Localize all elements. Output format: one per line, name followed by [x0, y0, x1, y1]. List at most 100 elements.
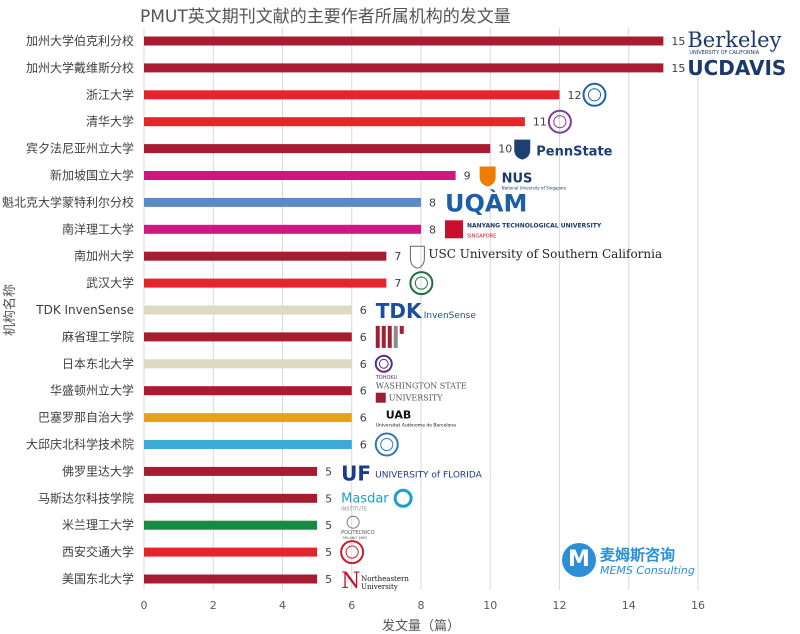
value-label: 5: [325, 492, 332, 505]
x-axis-label: 发文量（篇）: [382, 618, 460, 634]
institution-logo: [340, 540, 365, 565]
x-tick-labels: 0 2 4 6 8 10 12 14 16: [141, 599, 706, 612]
ntu-crest-icon: [445, 220, 463, 239]
shield-icon: [514, 139, 531, 160]
usc-seal-icon: [409, 245, 425, 269]
seal-icon: [374, 432, 399, 457]
bar: [144, 547, 318, 557]
category-label: 麻省理工学院: [62, 329, 134, 344]
value-label: 8: [429, 196, 436, 209]
category-label: 浙江大学: [86, 87, 134, 102]
logo-text: NANYANG TECHNOLOGICAL UNIVERSITY: [467, 222, 602, 229]
value-label: 7: [394, 250, 401, 263]
x-tick-label: 6: [348, 599, 355, 612]
institution-logo: UCDAVIS: [687, 56, 786, 80]
bar: [144, 90, 560, 100]
x-tick-label: 10: [483, 599, 497, 612]
logo-text: Berkeley: [687, 28, 781, 52]
seal-icon: [409, 271, 434, 296]
x-tick-label: 16: [691, 599, 705, 612]
institution-logo: USC University of Southern California: [409, 245, 662, 269]
category-label: 华盛顿州立大学: [50, 383, 134, 398]
seal-inner-icon: [345, 545, 359, 559]
bar: [144, 440, 352, 449]
institution-logo: [409, 271, 434, 296]
logo-text: WASHINGTON STATE: [376, 382, 467, 391]
logo-text: USC University of Southern California: [428, 247, 662, 261]
value-label: 5: [325, 546, 332, 559]
bar: [144, 278, 387, 288]
category-label: TDK InvenSense: [35, 303, 134, 317]
value-label: 12: [568, 89, 582, 102]
institution-logo: [547, 109, 572, 134]
x-tick-label: 4: [279, 599, 286, 612]
masdar-swirl-icon: [393, 488, 413, 508]
value-label: 6: [360, 385, 367, 398]
value-label: 15: [671, 62, 685, 75]
mems-consulting-watermark: M 麦姆斯咨询 MEMS Consulting: [562, 543, 702, 583]
institution-logo: [374, 432, 399, 457]
shield-icon: [479, 166, 496, 187]
value-label: 6: [360, 412, 367, 425]
value-label: 5: [325, 519, 332, 532]
category-label: 清华大学: [86, 114, 134, 129]
logo-subtext: MILANO 1863: [343, 536, 367, 540]
logo-subtext: INSTITUTE: [341, 506, 367, 512]
watermark-name-en: MEMS Consulting: [600, 564, 695, 577]
seal-icon: [340, 540, 365, 565]
logo-subtext: Universitat Autònoma de Barcelona: [376, 422, 456, 429]
value-label: 7: [394, 277, 401, 290]
bar: [144, 305, 352, 315]
value-label: 10: [498, 143, 512, 156]
institution-logo: NANYANG TECHNOLOGICAL UNIVERSITY SINGAPOR…: [445, 220, 602, 239]
mems-logo-icon: M: [562, 543, 596, 577]
bar: [144, 493, 318, 503]
mit-bar-icon: [399, 325, 404, 334]
x-tick-label: 0: [141, 599, 148, 612]
category-label: 大邱庆北科学技术院: [26, 437, 134, 452]
institution-logo: [582, 82, 607, 107]
seal-inner-icon: [414, 276, 428, 290]
value-label: 6: [360, 439, 367, 452]
bar: [144, 144, 491, 154]
institution-logo: [375, 325, 404, 348]
category-labels: 加州大学伯克利分校加州大学戴维斯分校浙江大学清华大学宾夕法尼亚州立大学新加坡国立…: [2, 33, 134, 586]
logo-text: UAB: [386, 409, 412, 422]
institution-logo: TDK InvenSense: [376, 299, 477, 323]
institution-logo: TOHOKU: [374, 354, 398, 381]
bars: [144, 36, 664, 584]
logo-text: Masdar: [341, 491, 389, 506]
value-labels: 15 15 12 11 10 9 8 8 7 7 6 6 6 6 6 6 5 5 5 5 5: [325, 35, 685, 586]
bar: [144, 332, 352, 342]
value-label: 15: [671, 35, 685, 48]
chart-title: PMUT英文期刊文献的主要作者所属机构的发文量: [140, 7, 511, 27]
logo-subtext: SINGAPORE: [467, 233, 496, 239]
value-label: 5: [325, 465, 332, 478]
bar: [144, 63, 664, 73]
logo-text: UQÀM: [445, 188, 527, 217]
seal-icon: [582, 82, 607, 107]
value-label: 8: [429, 223, 436, 236]
institution-logo: PennState: [514, 139, 613, 160]
watermark-name-cn: 麦姆斯咨询: [600, 546, 676, 564]
mit-bar-icon: [375, 325, 380, 348]
category-label: 魁北克大学蒙特利尔分校: [2, 194, 134, 209]
logo-text: TOHOKU: [375, 375, 398, 381]
bar: [144, 413, 352, 423]
seal-icon: [374, 354, 393, 373]
logo-subtext: University: [361, 583, 398, 591]
value-label: 9: [464, 170, 471, 183]
logo-text: PennState: [536, 145, 612, 160]
x-tick-label: 2: [210, 599, 217, 612]
category-label: 美国东北大学: [62, 571, 134, 586]
category-label: 日本东北大学: [62, 356, 134, 371]
x-tick-label: 12: [553, 599, 567, 612]
logo-text: Northeastern: [361, 575, 409, 583]
y-axis-label: 机构名称: [2, 284, 18, 336]
